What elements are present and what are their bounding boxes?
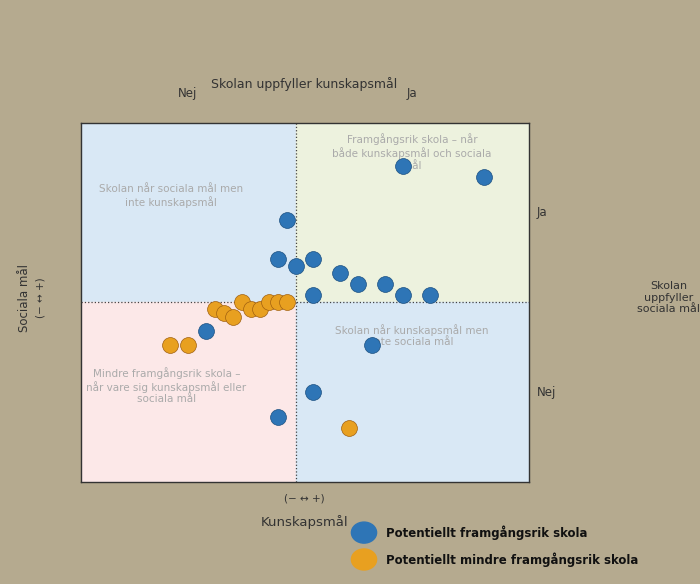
- Point: [272, 412, 284, 422]
- Point: [281, 298, 292, 307]
- Point: [308, 387, 319, 397]
- Text: (− ↔ +): (− ↔ +): [284, 493, 325, 503]
- Point: [398, 161, 409, 171]
- Point: [353, 280, 364, 289]
- Text: Nej: Nej: [537, 385, 556, 398]
- Text: Potentiellt mindre framgångsrik skola: Potentiellt mindre framgångsrik skola: [386, 552, 639, 566]
- Point: [308, 255, 319, 264]
- Point: [164, 340, 176, 350]
- Point: [245, 305, 256, 314]
- Point: [209, 305, 220, 314]
- Point: [263, 298, 274, 307]
- Point: [366, 340, 377, 350]
- Text: Mindre framgångsrik skola –
når vare sig kunskapsmål eller
sociala mål: Mindre framgångsrik skola – når vare sig…: [87, 367, 246, 404]
- Point: [398, 290, 409, 300]
- Point: [478, 172, 489, 181]
- Point: [200, 326, 211, 336]
- Point: [228, 312, 239, 321]
- Point: [308, 290, 319, 300]
- Text: Ja: Ja: [407, 88, 417, 100]
- Text: (− ↔ +): (− ↔ +): [36, 277, 46, 318]
- Text: Skolan når kunskapsmål men
inte sociala mål: Skolan når kunskapsmål men inte sociala …: [335, 324, 489, 347]
- Text: Sociala mål: Sociala mål: [18, 264, 31, 332]
- Text: Skolan
uppfyller
sociala mål: Skolan uppfyller sociala mål: [637, 281, 700, 314]
- Point: [424, 290, 435, 300]
- Point: [379, 280, 391, 289]
- Point: [218, 308, 230, 318]
- Point: [272, 298, 284, 307]
- Text: Kunskapsmål: Kunskapsmål: [260, 515, 349, 529]
- Text: Ja: Ja: [537, 206, 547, 219]
- Text: Nej: Nej: [178, 88, 197, 100]
- Text: Skolan uppfyller kunskapsmål: Skolan uppfyller kunskapsmål: [211, 77, 398, 91]
- Text: Framgångsrik skola – når
både kunskapsmål och sociala
mål: Framgångsrik skola – når både kunskapsmå…: [332, 133, 491, 171]
- Point: [281, 215, 292, 224]
- Point: [183, 340, 194, 350]
- Point: [272, 255, 284, 264]
- Point: [290, 262, 301, 271]
- Point: [236, 298, 247, 307]
- Point: [254, 305, 265, 314]
- Text: Skolan når sociala mål men
inte kunskapsmål: Skolan når sociala mål men inte kunskaps…: [99, 184, 243, 207]
- Point: [344, 423, 355, 433]
- Text: Potentiellt framgångsrik skola: Potentiellt framgångsrik skola: [386, 526, 588, 540]
- Point: [335, 269, 346, 278]
